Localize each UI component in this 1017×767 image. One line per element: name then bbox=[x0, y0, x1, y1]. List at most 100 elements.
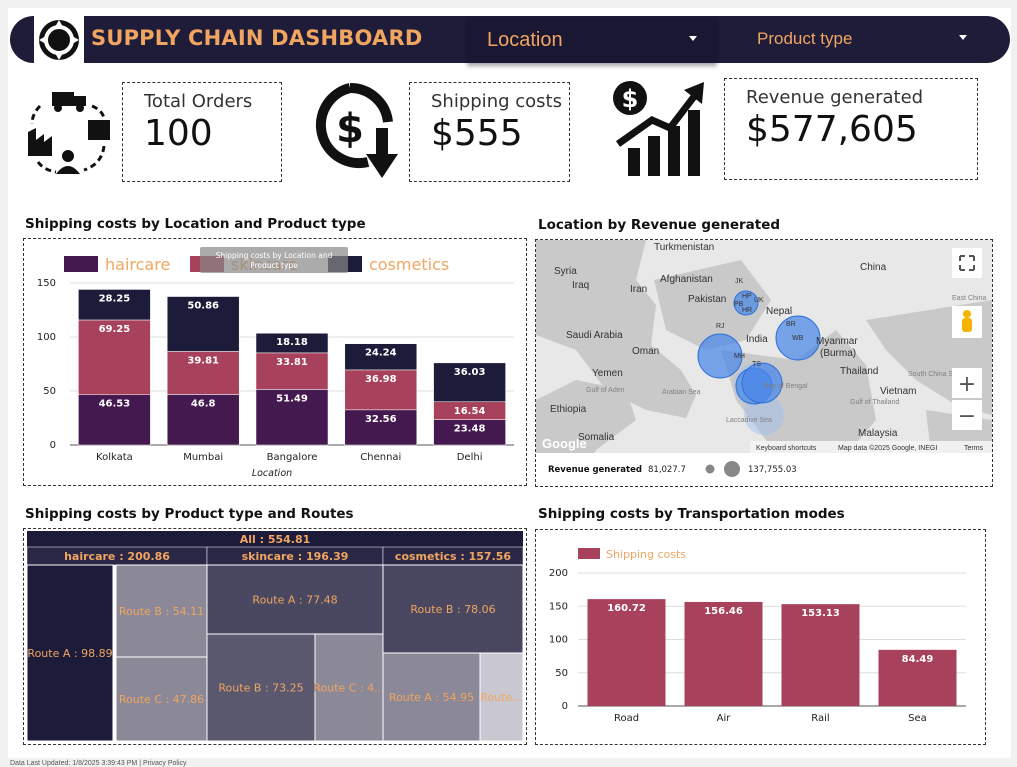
bar-data-label: 51.49 bbox=[276, 393, 308, 404]
bar-segment-haircare[interactable] bbox=[78, 394, 151, 446]
x-tick-label: Sea bbox=[908, 713, 927, 724]
bar-data-label: 16.54 bbox=[454, 406, 486, 417]
legend-label-cosmetics[interactable]: cosmetics bbox=[369, 255, 449, 274]
y-tick-label: 0 bbox=[562, 701, 568, 712]
stacked-chart-frame: haircareskincarecosmeticsShipping costs … bbox=[23, 238, 527, 486]
treemap-tile[interactable] bbox=[115, 656, 208, 742]
map-legend-max: 137,755.03 bbox=[748, 465, 797, 475]
fullscreen-button[interactable] bbox=[952, 248, 982, 278]
map-label: HR bbox=[742, 307, 752, 314]
bar-segment-skincare[interactable] bbox=[166, 351, 240, 395]
total-orders-value: 100 bbox=[144, 113, 213, 154]
treemap-root-header[interactable] bbox=[27, 531, 523, 547]
map-label: Nepal bbox=[766, 306, 792, 317]
y-tick-label: 150 bbox=[549, 601, 568, 612]
shipping-costs-label: Shipping costs bbox=[431, 91, 562, 112]
treemap-tile-label: Route B : 73.25 bbox=[218, 682, 303, 695]
bar-segment-cosmetics[interactable] bbox=[78, 289, 151, 321]
revenue-bubble[interactable] bbox=[741, 362, 783, 404]
map-label: BR bbox=[786, 321, 796, 328]
treemap-tile[interactable] bbox=[479, 652, 524, 742]
map-label: Somalia bbox=[578, 432, 615, 443]
revenue-bubble[interactable] bbox=[733, 290, 759, 316]
revenue-bubble[interactable] bbox=[775, 315, 821, 361]
revenue-bubble[interactable] bbox=[697, 333, 743, 379]
total-orders-card: Total Orders 100 bbox=[122, 82, 282, 182]
zoom-in-button[interactable] bbox=[952, 368, 982, 398]
bar-road[interactable] bbox=[587, 599, 666, 706]
supply-chain-icon bbox=[28, 92, 110, 174]
chart-tooltip-line1: Shipping costs by Location and bbox=[216, 251, 333, 260]
legend-swatch-haircare[interactable] bbox=[64, 256, 98, 272]
bar-segment-haircare[interactable] bbox=[433, 419, 506, 446]
map-label: Gulf of Thailand bbox=[850, 399, 899, 406]
treemap-frame: All : 554.81 haircare : 200.86 skincare : … bbox=[23, 528, 527, 745]
bar-data-label: 36.98 bbox=[365, 374, 397, 385]
treemap-tile[interactable] bbox=[382, 652, 481, 742]
treemap-tile[interactable] bbox=[314, 633, 384, 742]
bar-data-label: 46.53 bbox=[99, 399, 131, 410]
map-label: India bbox=[746, 334, 768, 345]
y-tick-label: 50 bbox=[555, 668, 568, 679]
map-label: Turkmenistan bbox=[654, 242, 714, 253]
y-tick-label: 50 bbox=[43, 386, 56, 397]
legend-swatch-shipping-costs[interactable] bbox=[578, 548, 600, 559]
bar-segment-haircare[interactable] bbox=[255, 389, 329, 446]
map-attribution-link[interactable]: Map data ©2025 Google, INEGI bbox=[838, 444, 937, 452]
treemap-tile[interactable] bbox=[206, 564, 384, 635]
bar-segment-skincare[interactable] bbox=[255, 352, 329, 390]
bar-data-label: 46.8 bbox=[191, 398, 216, 409]
stacked-chart-title: Shipping costs by Location and Product t… bbox=[25, 216, 366, 232]
map-label: Bay of Bengal bbox=[764, 383, 808, 390]
bar-segment-skincare[interactable] bbox=[78, 319, 151, 395]
treemap-tile[interactable] bbox=[382, 564, 524, 654]
dashboard-title: SUPPLY CHAIN DASHBOARD bbox=[91, 26, 423, 50]
map-attribution-link[interactable]: Keyboard shortcuts bbox=[756, 445, 817, 452]
treemap-root-label: All : 554.81 bbox=[240, 533, 311, 546]
treemap-tile[interactable] bbox=[115, 564, 208, 658]
revenue-map[interactable]: Turkmenistan China Syria Afghanistan Iraq Ira… bbox=[536, 240, 992, 486]
bar-segment-cosmetics[interactable] bbox=[255, 332, 329, 354]
revenue-card: Revenue generated $577,605 bbox=[724, 78, 978, 180]
bar-data-label: 28.25 bbox=[99, 293, 131, 304]
pegman-icon bbox=[963, 310, 971, 318]
bar-data-label: 23.48 bbox=[454, 424, 486, 435]
product-type-filter-dropdown[interactable]: Product type bbox=[737, 16, 987, 61]
bar-segment-haircare[interactable] bbox=[166, 394, 240, 446]
bar-segment-haircare[interactable] bbox=[344, 409, 418, 446]
bar-data-label: 18.18 bbox=[276, 337, 308, 348]
location-filter-dropdown[interactable]: Location bbox=[467, 17, 717, 63]
bar-data-label: 153.13 bbox=[801, 608, 840, 619]
x-tick-label: Chennai bbox=[360, 452, 401, 463]
dollar-down-icon: $ bbox=[315, 82, 398, 178]
map-attribution-link[interactable]: Terms bbox=[964, 445, 984, 452]
bar-segment-cosmetics[interactable] bbox=[433, 362, 506, 403]
map-label: Iraq bbox=[572, 280, 589, 291]
map-label: Iran bbox=[630, 284, 647, 295]
chart-tooltip-line2: Product type bbox=[250, 261, 298, 270]
google-logo: Google bbox=[542, 436, 587, 451]
zoom-out-button[interactable] bbox=[952, 400, 982, 430]
bar-sea[interactable] bbox=[878, 649, 957, 706]
bar-segment-cosmetics[interactable] bbox=[166, 296, 240, 352]
bar-segment-cosmetics[interactable] bbox=[344, 343, 418, 371]
y-tick-label: 0 bbox=[50, 440, 56, 451]
bar-data-label: 36.03 bbox=[454, 367, 486, 378]
routes-treemap[interactable]: All : 554.81 haircare : 200.86 skincare : … bbox=[24, 529, 526, 744]
bar-rail[interactable] bbox=[781, 604, 860, 706]
bar-air[interactable] bbox=[684, 601, 763, 706]
treemap-tile[interactable] bbox=[26, 564, 114, 742]
x-tick-label: Rail bbox=[811, 713, 829, 724]
map-label: Arabian Sea bbox=[662, 389, 701, 396]
bar-data-label: 84.49 bbox=[902, 654, 934, 665]
stacked-bar-chart[interactable]: haircareskincarecosmeticsShipping costs … bbox=[24, 239, 526, 485]
legend-label-shipping-costs[interactable]: Shipping costs bbox=[606, 548, 686, 561]
transportation-bar-chart[interactable]: Shipping costs 0 50 100 150 200 160.72 Road 156.… bbox=[536, 530, 985, 744]
chart-tooltip bbox=[200, 247, 348, 273]
bar-data-label: 24.24 bbox=[365, 348, 397, 359]
legend-label-haircare[interactable]: haircare bbox=[105, 255, 170, 274]
treemap-tile[interactable] bbox=[206, 633, 316, 742]
map-legend-bg bbox=[536, 453, 992, 486]
bar-data-label: 32.56 bbox=[365, 414, 397, 425]
map-label: WB bbox=[792, 335, 804, 342]
